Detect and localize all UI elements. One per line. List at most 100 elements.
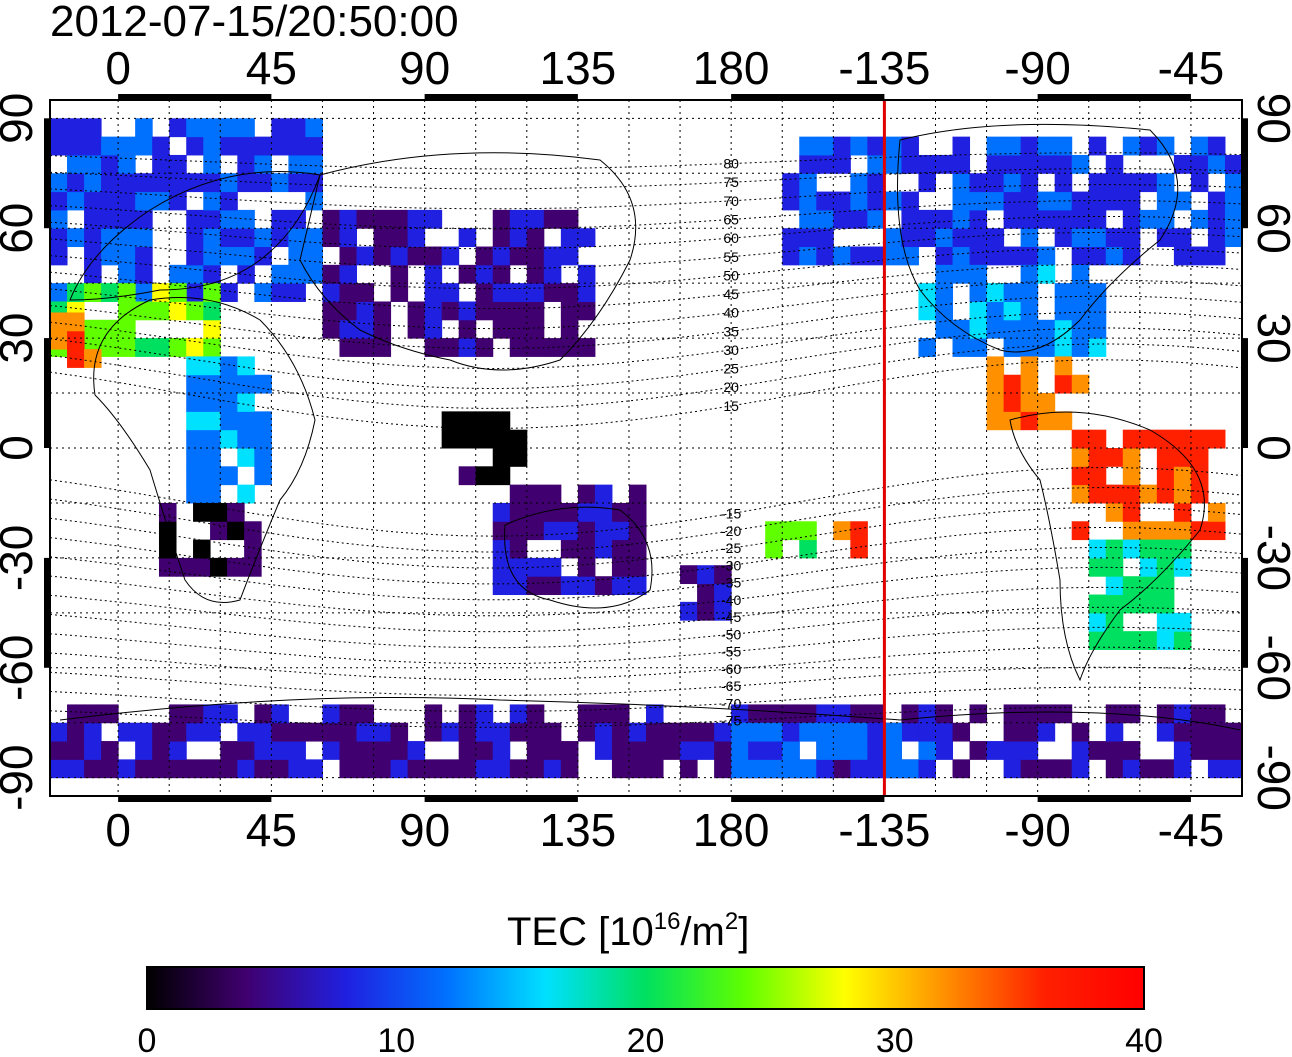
tec-cell [135,338,153,357]
tec-cell [84,349,102,368]
colorbar-title-sup2: 2 [725,908,738,935]
tec-cell [475,283,494,302]
tec-cell [884,741,902,760]
tec-cell [1207,246,1226,266]
tec-cell [441,246,460,266]
tec-cell [646,741,664,760]
tec-cell [526,319,545,339]
tec-cell [158,521,177,541]
tec-cell [1105,502,1124,522]
tec-cell [1173,557,1192,577]
tec-cell [867,173,885,193]
tick-label-lat-left: 90 [0,93,42,144]
tec-cell [1037,319,1056,339]
tec-cell [271,283,289,302]
tec-cell [986,393,1005,412]
tec-cell [220,118,238,138]
tec-cell [135,301,153,321]
tec-cell [509,338,528,357]
contour-label: 25 [723,361,739,377]
tec-cell [1122,631,1141,650]
tec-cell [1105,246,1124,266]
tec-cell [543,576,562,596]
colorbar-tick-label: 0 [138,1022,157,1057]
tec-cell [220,356,238,376]
tec-cell [203,338,221,357]
tec-cell [816,136,834,156]
tec-cell [1105,741,1124,760]
tec-cell [850,521,868,541]
tec-cell [867,759,885,779]
tec-cell [782,741,800,760]
tec-cell [407,759,426,779]
tec-cell [1173,429,1192,449]
tec-cell [560,319,579,339]
tec-cell [628,521,647,541]
tec-cell [867,154,885,174]
tec-cell [203,448,221,467]
tec-cell [1020,228,1039,248]
tick-label-lon-bottom: -90 [1004,804,1070,856]
tec-cell [1224,228,1242,248]
tec-cell [1156,521,1175,541]
tec-cell [203,374,221,394]
tec-cell [186,136,204,156]
tec-cell [1020,374,1039,394]
tec-cell [1088,338,1107,357]
tec-cell [799,136,817,156]
tec-cell [237,136,255,156]
tec-cell [203,228,221,248]
tec-cell [714,722,732,742]
contour-label: -75 [721,713,741,729]
tec-cell [176,557,194,577]
colorbar-title-main: TEC [10 [507,910,654,954]
tec-cell [1088,209,1107,229]
tec-cell [441,283,460,302]
tec-cell [237,374,255,394]
tec-cell [458,264,477,284]
tec-cell [1173,502,1192,522]
europe-coastline [69,171,321,301]
tec-cell [101,283,119,302]
tec-cell [227,557,245,577]
tec-cell [833,704,851,724]
tec-cell [118,722,136,742]
tec-cell [288,209,306,229]
top-longitude-ticks: 0 45 90 135 180 -135 -90 -45 [105,42,1224,94]
tec-cell [1071,448,1090,467]
tec-cell [867,191,885,211]
tec-cell [560,228,579,248]
tec-cell [237,448,255,467]
tec-cell [424,319,443,339]
tec-cell [1105,154,1124,174]
tec-cell [969,283,988,302]
tec-cell [543,521,562,541]
tec-cell [1020,154,1039,174]
tec-cell [1139,631,1158,650]
tec-cell [288,246,306,266]
tec-cell [560,502,579,522]
tec-cell [1088,191,1107,211]
tec-cell [118,246,136,266]
tec-cell [1139,209,1158,229]
tec-cell [1003,154,1022,174]
tec-cell [1156,228,1175,248]
tec-cell [1122,759,1141,779]
tec-cell [765,759,783,779]
contour-line [50,184,1242,210]
colorbar-ticks: 0 10 20 30 40 [138,1022,1163,1057]
tec-cell [986,411,1005,431]
tec-cell [135,173,153,193]
tec-cell [799,228,817,248]
tec-cell [509,539,528,559]
tick-label-lon-bottom: -45 [1158,804,1224,856]
tec-cell [611,521,630,541]
tec-cell [288,722,306,742]
tec-cell [1020,759,1039,779]
tec-cell [1020,393,1039,412]
tec-cell [118,283,136,302]
tec-cell [526,209,545,229]
tick-label-lon-top: -45 [1158,42,1224,94]
tec-data-layer [50,118,1242,779]
